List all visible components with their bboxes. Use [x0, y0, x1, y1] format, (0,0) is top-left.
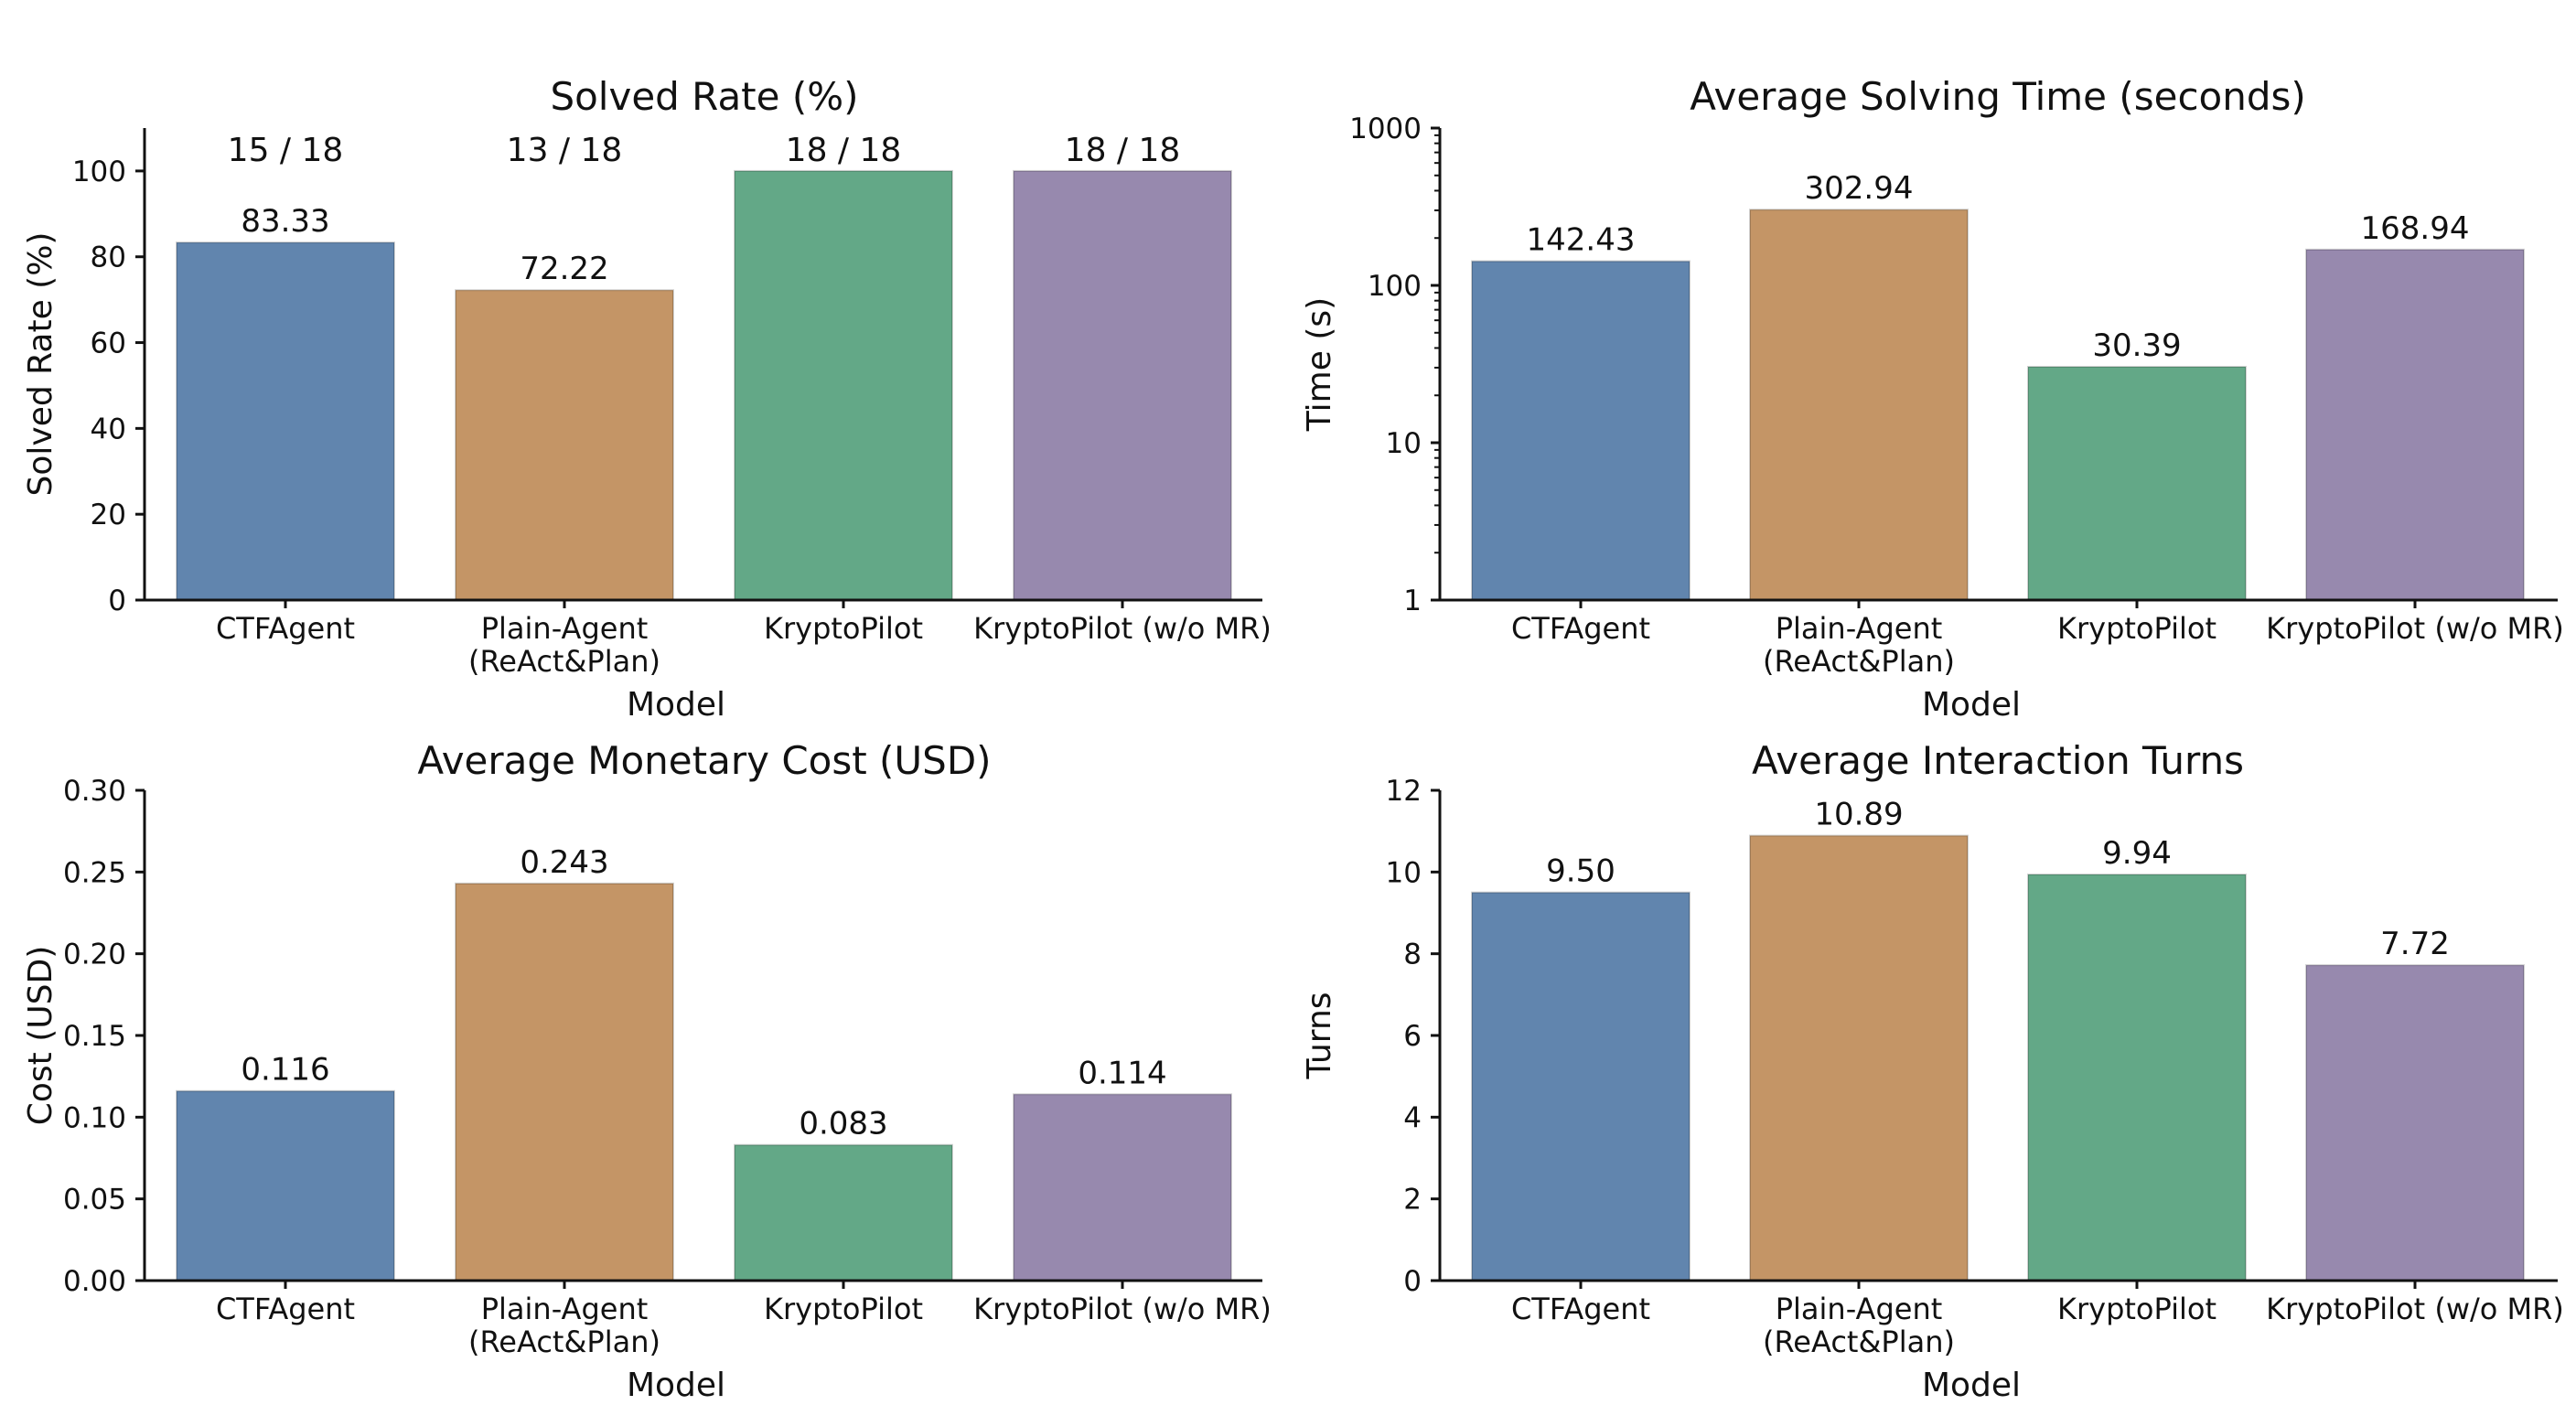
y-tick-label: 0 [1403, 1265, 1422, 1298]
bar-2 [455, 289, 674, 601]
solved-count-label: 13 / 18 [507, 132, 623, 169]
y-tick-label: 0.25 [63, 856, 126, 889]
category-label: CTFAgent [1511, 1292, 1650, 1326]
y-axis-label: Turns [1301, 992, 1338, 1079]
category-label: KryptoPilot (w/o MR) [973, 611, 1272, 646]
y-tick-label: 60 [91, 327, 126, 360]
chart-panel-2: Average Solving Time (seconds) 142.43 CTFA… [1301, 74, 2564, 724]
category-label: (ReAct&Plan) [1763, 1325, 1955, 1359]
bar-3 [734, 1143, 953, 1282]
bar-2 [455, 882, 674, 1282]
category-label: (ReAct&Plan) [1763, 644, 1955, 679]
chart-title: Average Interaction Turns [1752, 738, 2244, 783]
y-tick-label: 6 [1403, 1020, 1422, 1053]
y-tick-label: 0 [108, 585, 126, 617]
y-tick-label: 8 [1403, 938, 1422, 971]
category-label: KryptoPilot [764, 611, 923, 646]
solved-count-label: 18 / 18 [786, 132, 902, 169]
y-tick-label: 40 [91, 413, 126, 445]
y-tick-label: 12 [1386, 775, 1422, 808]
category-label: CTFAgent [216, 611, 355, 646]
y-tick-label: 20 [91, 499, 126, 531]
y-tick-label: 10 [1386, 856, 1422, 889]
y-tick-label: 4 [1403, 1101, 1422, 1134]
bar-3 [2027, 365, 2247, 601]
value-label: 7.72 [2380, 926, 2450, 962]
bar-2 [1749, 209, 1969, 601]
x-axis-label: Model [627, 1367, 725, 1404]
x-axis-label: Model [1922, 1367, 2021, 1404]
solved-count-label: 15 / 18 [228, 132, 344, 169]
y-tick-label: 1000 [1349, 113, 1422, 145]
bar-4 [1013, 169, 1232, 601]
chart-title: Average Solving Time (seconds) [1690, 74, 2306, 119]
y-tick-label: 80 [91, 241, 126, 274]
value-label: 9.50 [1546, 853, 1615, 890]
y-tick-label: 0.00 [63, 1265, 126, 1298]
chart-title: Average Monetary Cost (USD) [417, 738, 991, 783]
y-axis-label: Time (s) [1301, 297, 1338, 432]
y-tick-label: 1 [1403, 585, 1422, 617]
category-label: KryptoPilot (w/o MR) [2266, 611, 2564, 646]
y-tick-label: 0.20 [63, 938, 126, 971]
y-tick-label: 0.10 [63, 1101, 126, 1134]
category-label: (ReAct&Plan) [468, 644, 660, 679]
y-axis-label: Solved Rate (%) [22, 232, 59, 497]
category-label: Plain-Agent [481, 1292, 649, 1326]
category-label: CTFAgent [216, 1292, 355, 1326]
chart-panel-1: Solved Rate (%) 83.33 CTFAgent 72.22 Plain-A… [22, 74, 1272, 724]
bar-1 [176, 1089, 395, 1282]
y-tick-label: 2 [1403, 1184, 1422, 1217]
category-label: KryptoPilot [2057, 1292, 2216, 1326]
value-label: 10.89 [1814, 797, 1903, 833]
x-axis-label: Model [1922, 686, 2021, 724]
category-label: (ReAct&Plan) [468, 1325, 660, 1359]
value-label: 83.33 [241, 203, 329, 240]
bar-3 [734, 169, 953, 601]
value-label: 0.083 [799, 1106, 887, 1142]
solved-count-label: 18 / 18 [1065, 132, 1181, 169]
chart-panel-3: Average Monetary Cost (USD) 0.116 CTFAgent… [22, 738, 1272, 1404]
y-tick-label: 0.30 [63, 775, 126, 808]
y-tick-label: 0.15 [63, 1020, 126, 1053]
x-axis-label: Model [627, 686, 725, 724]
value-label: 9.94 [2102, 835, 2172, 872]
category-label: Plain-Agent [481, 611, 649, 646]
chart-panel-4: Average Interaction Turns 9.50 CTFAgent 10.… [1301, 738, 2564, 1404]
category-label: KryptoPilot [764, 1292, 923, 1326]
y-tick-label: 10 [1386, 427, 1422, 460]
value-label: 72.22 [520, 251, 608, 287]
value-label: 0.116 [241, 1052, 329, 1089]
category-label: KryptoPilot (w/o MR) [2266, 1292, 2564, 1326]
value-label: 0.243 [520, 844, 608, 881]
value-label: 168.94 [2361, 210, 2470, 247]
value-label: 302.94 [1805, 170, 1914, 207]
category-label: KryptoPilot [2057, 611, 2216, 646]
category-label: KryptoPilot (w/o MR) [973, 1292, 1272, 1326]
category-label: Plain-Agent [1776, 611, 1943, 646]
y-tick-label: 0.05 [63, 1184, 126, 1217]
y-tick-label: 100 [72, 156, 126, 188]
bar-4 [2305, 964, 2525, 1282]
chart-title: Solved Rate (%) [550, 74, 858, 119]
bar-1 [176, 241, 395, 601]
bar-1 [1471, 891, 1690, 1282]
bar-4 [2305, 248, 2525, 601]
value-label: 0.114 [1078, 1055, 1166, 1091]
y-axis-label: Cost (USD) [22, 946, 59, 1126]
category-label: Plain-Agent [1776, 1292, 1943, 1326]
bar-1 [1471, 260, 1690, 601]
value-label: 30.39 [2092, 327, 2181, 364]
category-label: CTFAgent [1511, 611, 1650, 646]
value-label: 142.43 [1527, 222, 1636, 259]
bar-4 [1013, 1093, 1232, 1282]
bar-2 [1749, 834, 1969, 1282]
y-tick-label: 100 [1368, 270, 1422, 303]
bar-3 [2027, 874, 2247, 1282]
